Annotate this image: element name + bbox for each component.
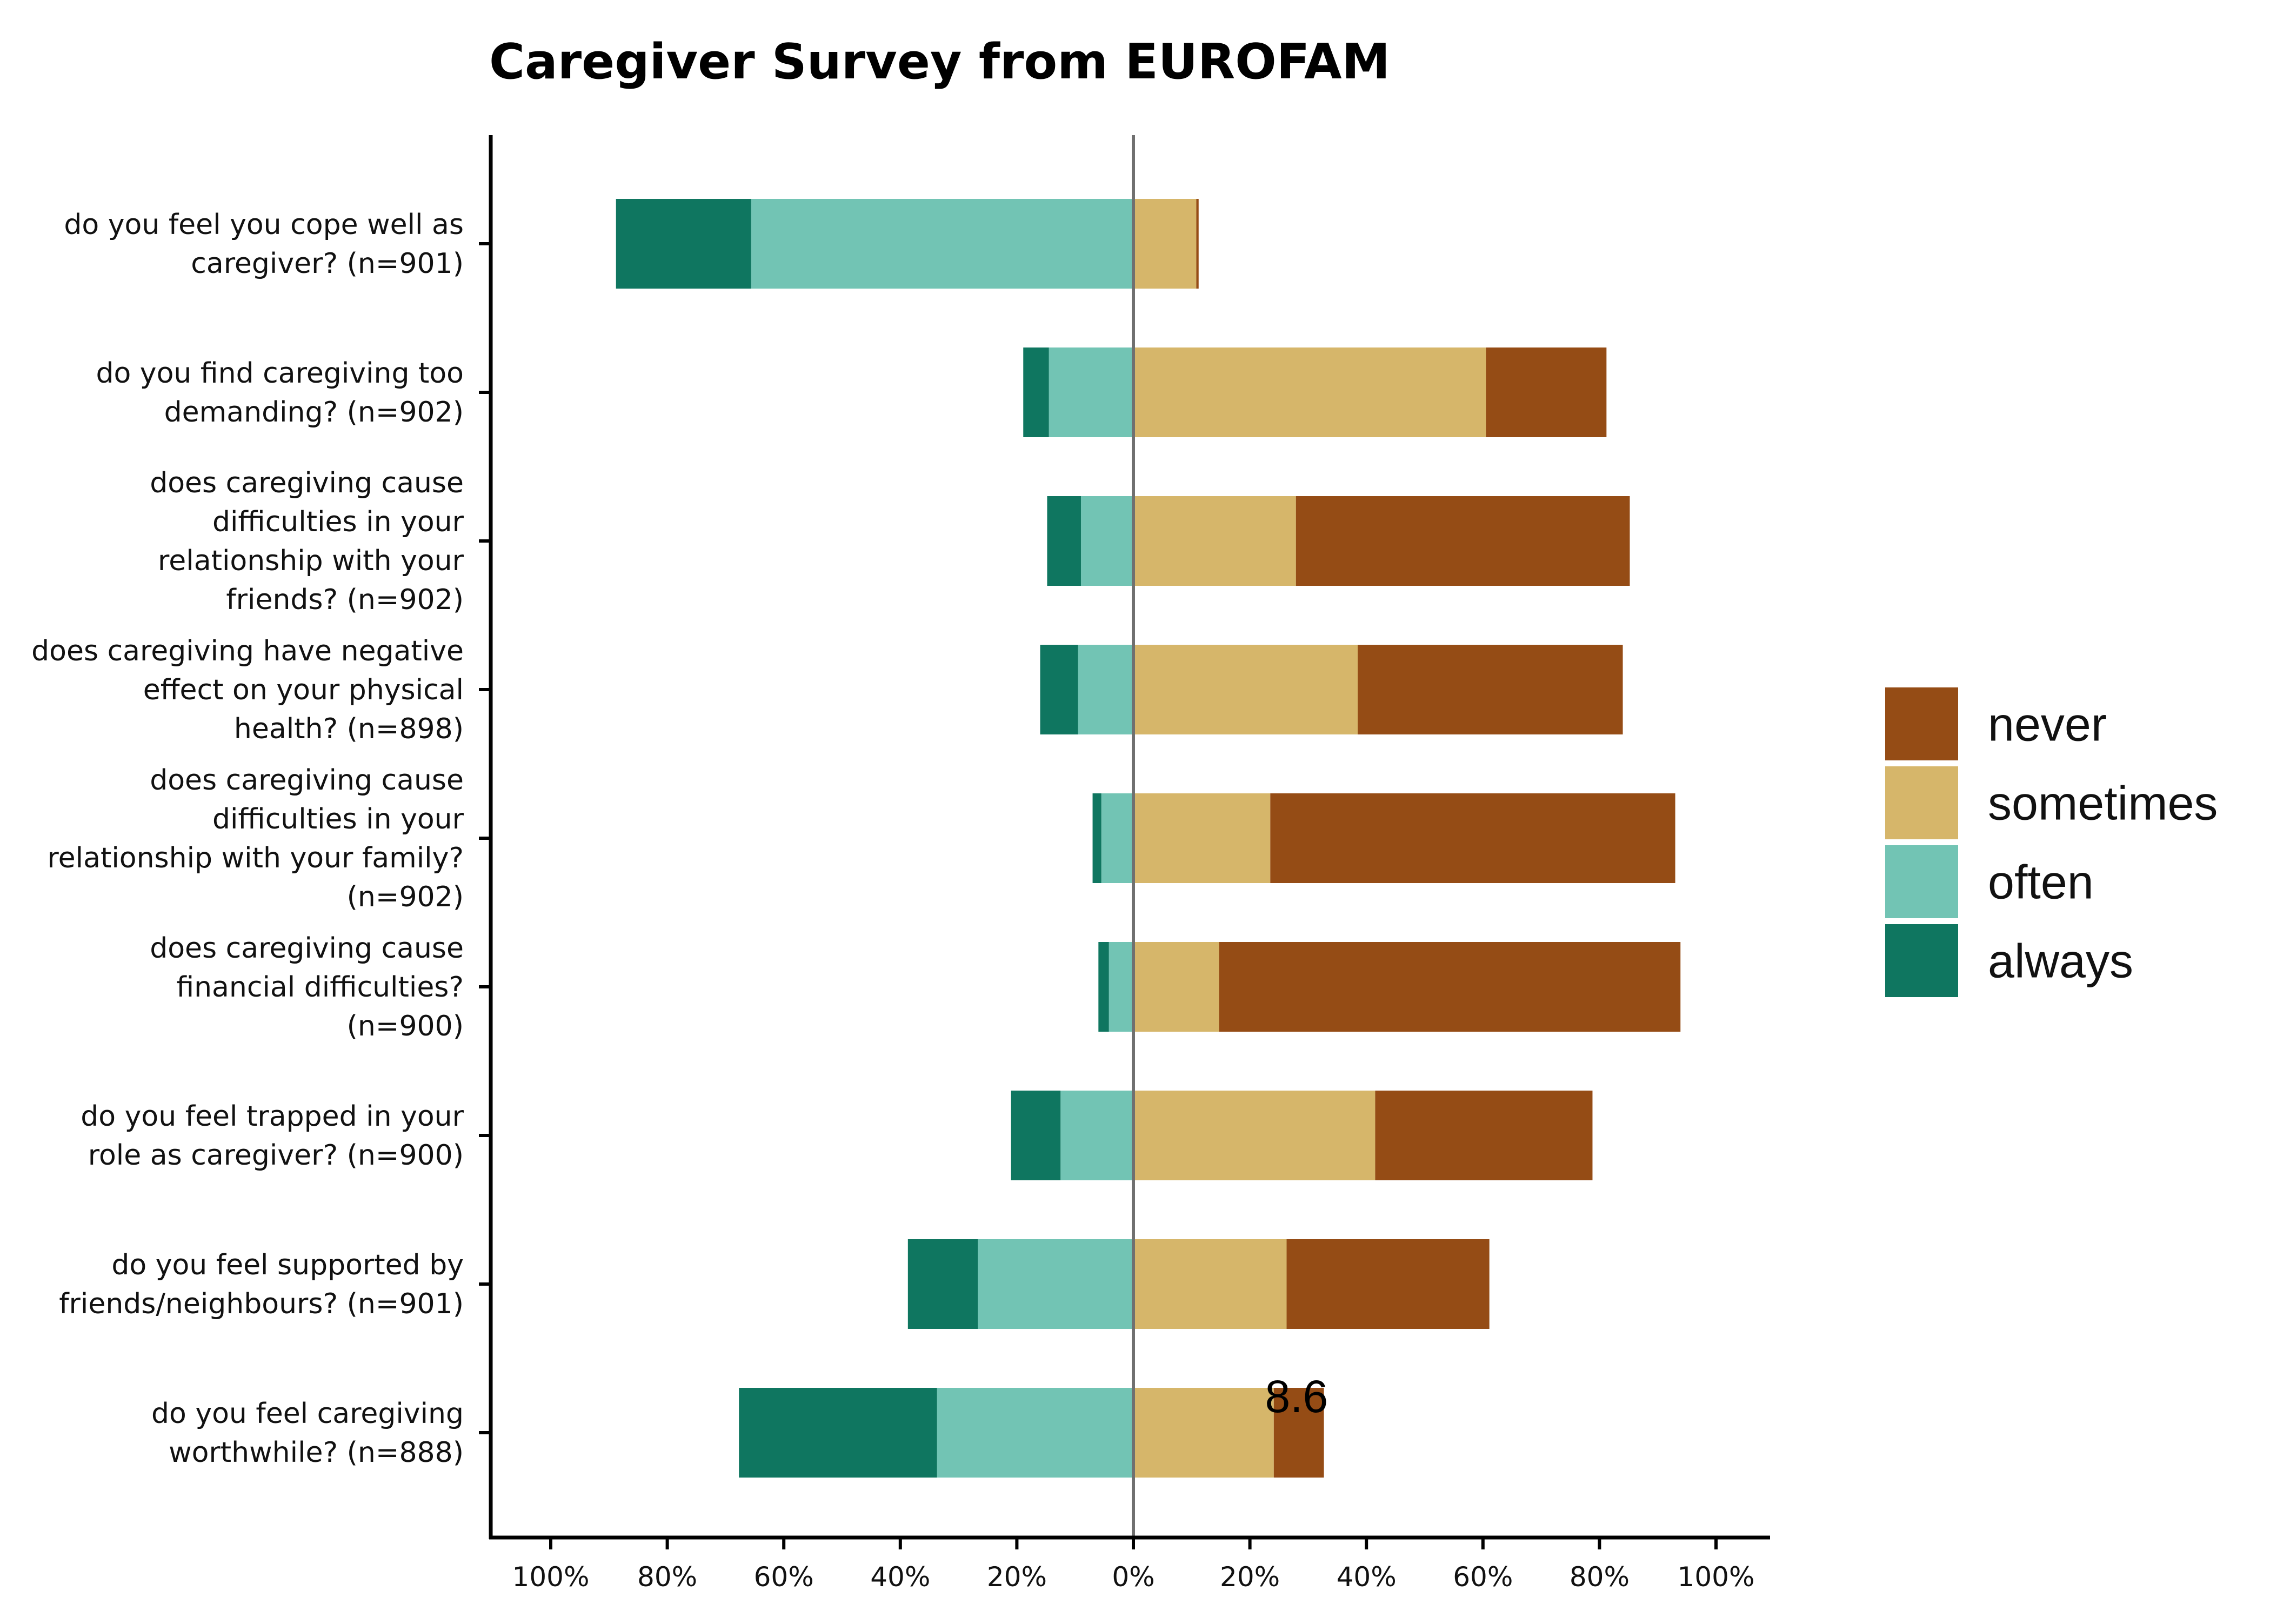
bar-never-2 xyxy=(1296,496,1630,586)
bar-never-8 xyxy=(1273,1388,1324,1478)
bar-often-5 xyxy=(1109,942,1133,1032)
category-label-line: demanding? (n=902) xyxy=(164,396,464,429)
category-label-line: do you feel caregiving xyxy=(151,1398,464,1430)
category-label-line: does caregiving cause xyxy=(150,764,464,797)
category-label-1: do you find caregiving too demanding? (n=… xyxy=(96,357,464,429)
category-label-line: role as caregiver? (n=900) xyxy=(88,1139,464,1172)
category-label-line: do you find caregiving too xyxy=(96,357,464,390)
x-tick-label-0: 100% xyxy=(512,1561,590,1593)
legend-label-never: never xyxy=(1988,698,2107,751)
bar-always-3 xyxy=(1040,645,1078,734)
category-label-3: does caregiving have negative effect on y… xyxy=(31,635,464,745)
category-label-line: caregiver? (n=901) xyxy=(191,248,464,280)
category-label-0: do you feel you cope well as caregiver? (… xyxy=(64,209,464,280)
category-label-8: do you feel caregiving worthwhile? (n=888… xyxy=(151,1398,464,1469)
chart-title: Caregiver Survey from EUROFAM xyxy=(489,34,1390,90)
legend-swatch-often xyxy=(1885,845,1958,918)
bar-always-4 xyxy=(1092,793,1101,883)
category-label-line: health? (n=898) xyxy=(234,713,464,745)
bar-sometimes-7 xyxy=(1133,1239,1287,1329)
category-label-7: do you feel supported by friends/neighbou… xyxy=(59,1249,464,1320)
category-label-line: difficulties in your xyxy=(212,506,464,538)
category-label-line: do you feel trapped in your xyxy=(81,1100,464,1133)
x-tick-label-5: 0% xyxy=(1112,1561,1154,1593)
x-tick-label-6: 20% xyxy=(1220,1561,1280,1593)
category-label-line: effect on your physical xyxy=(143,674,464,706)
category-label-line: (n=900) xyxy=(347,1010,464,1042)
bar-often-4 xyxy=(1101,793,1133,883)
category-label-line: financial difficulties? xyxy=(176,971,464,1004)
category-label-2: does caregiving cause difficulties in you… xyxy=(150,467,464,616)
category-label-4: does caregiving cause difficulties in you… xyxy=(47,764,464,913)
x-tick-label-1: 80% xyxy=(637,1561,697,1593)
legend: never sometimes often always xyxy=(1885,687,2218,997)
legend-swatch-always xyxy=(1885,924,1958,997)
legend-label-always: always xyxy=(1988,934,2133,988)
category-label-line: do you feel you cope well as xyxy=(64,209,464,241)
category-label-line: relationship with your family? xyxy=(47,842,464,874)
category-label-line: difficulties in your xyxy=(212,803,464,836)
axes-layer xyxy=(479,135,1770,1549)
bar-often-3 xyxy=(1078,645,1133,734)
x-tick-label-4: 20% xyxy=(987,1561,1047,1593)
bar-always-7 xyxy=(907,1239,978,1329)
category-label-line: worthwhile? (n=888) xyxy=(169,1436,464,1469)
bar-often-7 xyxy=(978,1239,1133,1329)
bar-sometimes-0 xyxy=(1133,199,1197,289)
bar-sometimes-5 xyxy=(1133,942,1219,1032)
bar-sometimes-4 xyxy=(1133,793,1271,883)
category-label-line: does caregiving cause xyxy=(150,467,464,499)
category-label-6: do you feel trapped in your role as careg… xyxy=(81,1100,464,1172)
legend-swatch-sometimes xyxy=(1885,766,1958,839)
bar-never-0 xyxy=(1196,199,1199,289)
category-label-line: do you feel supported by xyxy=(111,1249,464,1281)
category-label-line: friends? (n=902) xyxy=(226,584,464,616)
annotation-0: 8.6 xyxy=(1265,1371,1328,1422)
bar-sometimes-3 xyxy=(1133,645,1358,734)
legend-label-often: often xyxy=(1988,856,2094,909)
legend-swatch-never xyxy=(1885,687,1958,760)
x-tick-label-7: 40% xyxy=(1337,1561,1397,1593)
bar-never-6 xyxy=(1375,1091,1593,1180)
x-tick-label-3: 40% xyxy=(870,1561,930,1593)
bar-often-6 xyxy=(1060,1091,1133,1180)
bar-sometimes-6 xyxy=(1133,1091,1376,1180)
bar-always-8 xyxy=(739,1388,937,1478)
category-label-line: friends/neighbours? (n=901) xyxy=(59,1288,464,1320)
bar-sometimes-8 xyxy=(1133,1388,1274,1478)
bars-layer xyxy=(616,199,1681,1478)
bar-always-6 xyxy=(1011,1091,1061,1180)
bar-never-1 xyxy=(1486,347,1607,437)
bar-sometimes-1 xyxy=(1133,347,1486,437)
bar-sometimes-2 xyxy=(1133,496,1296,586)
x-tick-label-10: 100% xyxy=(1678,1561,1755,1593)
bar-often-1 xyxy=(1049,347,1133,437)
x-tick-label-2: 60% xyxy=(754,1561,814,1593)
annotations-layer: 8.6 xyxy=(1265,1371,1328,1422)
bar-often-8 xyxy=(937,1388,1133,1478)
category-label-line: does caregiving have negative xyxy=(31,635,464,667)
bar-never-7 xyxy=(1286,1239,1490,1329)
bar-always-1 xyxy=(1023,347,1049,437)
x-tick-label-8: 60% xyxy=(1453,1561,1513,1593)
bar-often-0 xyxy=(751,199,1133,289)
legend-label-sometimes: sometimes xyxy=(1988,777,2218,830)
bar-always-5 xyxy=(1098,942,1109,1032)
labels-layer: 100% 80% 60% 40% 20% 0% 20% 40% 60% 80% 100% do you… xyxy=(31,209,1754,1593)
category-label-line: relationship with your xyxy=(158,545,464,577)
category-label-5: does caregiving cause financial difficult… xyxy=(150,932,464,1042)
bar-often-2 xyxy=(1080,496,1133,586)
x-tick-label-9: 80% xyxy=(1570,1561,1630,1593)
bar-always-0 xyxy=(616,199,751,289)
category-label-line: (n=902) xyxy=(347,881,464,913)
category-label-line: does caregiving cause xyxy=(150,932,464,965)
bar-never-4 xyxy=(1270,793,1675,883)
bar-never-5 xyxy=(1219,942,1681,1032)
bar-never-3 xyxy=(1358,645,1623,734)
bar-always-2 xyxy=(1047,496,1081,586)
